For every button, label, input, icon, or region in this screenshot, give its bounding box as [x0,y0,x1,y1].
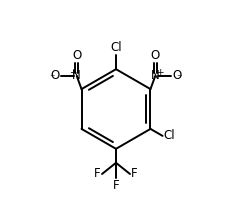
Text: Cl: Cl [163,129,175,142]
Text: F: F [131,167,137,181]
Text: ⁻: ⁻ [175,73,181,83]
Text: O: O [150,49,159,62]
Text: +: + [155,68,163,77]
Text: F: F [94,167,100,181]
Text: +: + [69,68,76,77]
Text: N: N [72,70,81,82]
Text: ⁻: ⁻ [49,73,55,83]
Text: O: O [171,70,180,82]
Text: O: O [51,70,60,82]
Text: O: O [72,49,81,62]
Text: F: F [112,179,119,192]
Text: N: N [150,70,159,82]
Text: Cl: Cl [110,41,121,54]
